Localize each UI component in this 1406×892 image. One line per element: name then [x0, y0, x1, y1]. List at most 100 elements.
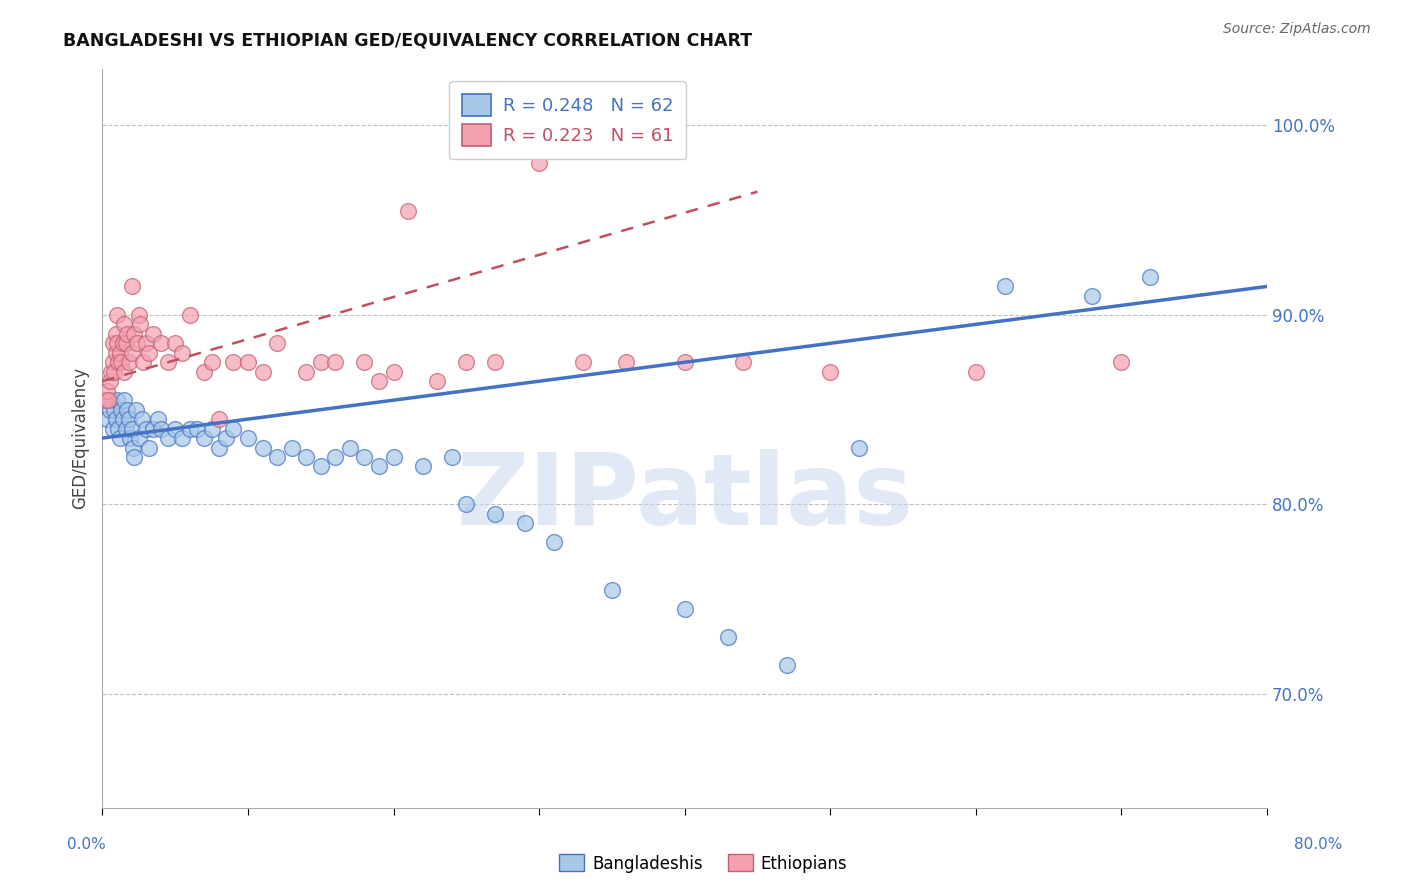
Point: [571, 355, 593, 369]
Point: [165, 421, 187, 435]
Point: [98, 374, 121, 388]
Point: [484, 507, 506, 521]
Point: [252, 365, 274, 379]
Point: [104, 326, 127, 341]
Point: [323, 355, 346, 369]
Point: [96, 412, 118, 426]
Point: [513, 516, 536, 531]
Point: [215, 431, 238, 445]
Point: [103, 365, 125, 379]
Point: [965, 365, 987, 379]
Point: [527, 156, 550, 170]
Point: [110, 402, 132, 417]
Point: [775, 658, 797, 673]
Point: [125, 402, 148, 417]
Point: [105, 308, 128, 322]
Point: [117, 355, 139, 369]
Point: [193, 431, 215, 445]
Point: [673, 601, 696, 615]
Point: [96, 384, 118, 398]
Point: [103, 402, 125, 417]
Point: [156, 431, 179, 445]
Point: [121, 421, 143, 435]
Point: [165, 336, 187, 351]
Point: [149, 421, 172, 435]
Text: 0.0%: 0.0%: [67, 838, 107, 852]
Point: [309, 355, 332, 369]
Point: [353, 450, 375, 464]
Point: [339, 441, 361, 455]
Point: [1111, 355, 1133, 369]
Point: [138, 346, 160, 360]
Point: [717, 630, 740, 644]
Point: [818, 365, 841, 379]
Point: [208, 441, 231, 455]
Text: ZIPatlas: ZIPatlas: [456, 449, 912, 546]
Point: [186, 421, 208, 435]
Point: [179, 308, 201, 322]
Point: [236, 431, 259, 445]
Point: [129, 318, 152, 332]
Text: 80.0%: 80.0%: [1295, 838, 1343, 852]
Point: [353, 355, 375, 369]
Point: [222, 421, 245, 435]
Point: [323, 450, 346, 464]
Point: [114, 336, 136, 351]
Point: [142, 326, 165, 341]
Point: [543, 535, 565, 549]
Point: [616, 355, 638, 369]
Point: [731, 355, 754, 369]
Point: [108, 346, 131, 360]
Point: [105, 336, 128, 351]
Point: [368, 374, 391, 388]
Point: [280, 441, 302, 455]
Point: [600, 582, 623, 597]
Point: [848, 441, 870, 455]
Legend: Bangladeshis, Ethiopians: Bangladeshis, Ethiopians: [553, 847, 853, 880]
Point: [266, 450, 288, 464]
Point: [295, 450, 318, 464]
Point: [142, 421, 165, 435]
Point: [135, 421, 157, 435]
Point: [412, 459, 434, 474]
Point: [115, 402, 138, 417]
Point: [382, 365, 405, 379]
Point: [112, 365, 135, 379]
Point: [1081, 289, 1104, 303]
Point: [114, 421, 136, 435]
Point: [382, 450, 405, 464]
Point: [100, 365, 122, 379]
Point: [101, 355, 124, 369]
Y-axis label: GED/Equivalency: GED/Equivalency: [72, 367, 89, 509]
Point: [149, 336, 172, 351]
Point: [222, 355, 245, 369]
Point: [124, 450, 146, 464]
Point: [456, 355, 478, 369]
Point: [266, 336, 288, 351]
Point: [309, 459, 332, 474]
Point: [120, 431, 142, 445]
Point: [111, 412, 134, 426]
Point: [107, 421, 129, 435]
Point: [112, 393, 135, 408]
Point: [105, 393, 128, 408]
Point: [193, 365, 215, 379]
Point: [94, 393, 117, 408]
Point: [100, 393, 122, 408]
Point: [156, 355, 179, 369]
Point: [135, 336, 157, 351]
Point: [295, 365, 318, 379]
Point: [200, 355, 222, 369]
Point: [122, 441, 145, 455]
Point: [172, 346, 194, 360]
Point: [110, 355, 132, 369]
Point: [128, 431, 150, 445]
Point: [121, 346, 143, 360]
Point: [131, 412, 153, 426]
Point: [97, 393, 120, 408]
Point: [456, 497, 478, 511]
Point: [368, 459, 391, 474]
Text: BANGLADESHI VS ETHIOPIAN GED/EQUIVALENCY CORRELATION CHART: BANGLADESHI VS ETHIOPIAN GED/EQUIVALENCY…: [63, 31, 752, 49]
Point: [101, 421, 124, 435]
Point: [108, 431, 131, 445]
